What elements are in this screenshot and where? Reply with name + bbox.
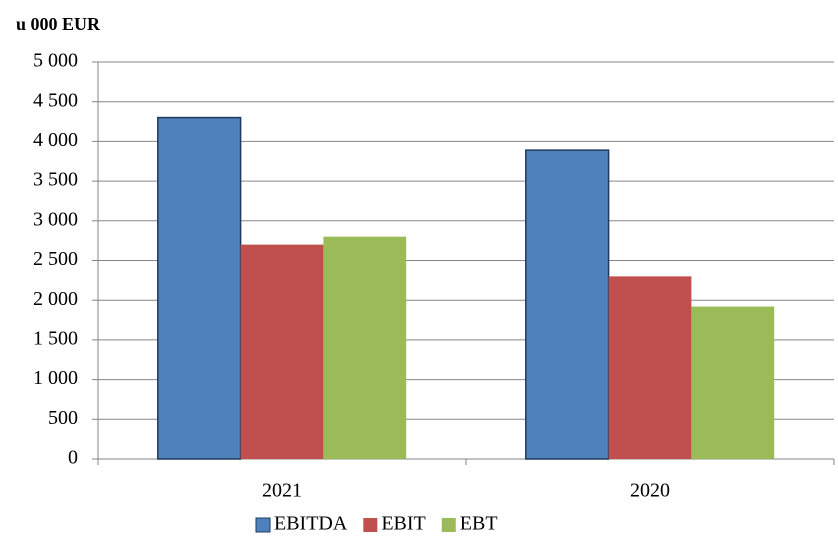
y-tick-label: 500 bbox=[48, 407, 78, 429]
y-tick-label: 5 000 bbox=[33, 50, 78, 72]
legend-label: EBT bbox=[460, 513, 498, 535]
legend-swatch bbox=[441, 518, 456, 532]
x-tick-label: 2020 bbox=[630, 480, 670, 502]
y-tick-label: 3 000 bbox=[33, 208, 78, 230]
bar bbox=[323, 236, 407, 459]
bar bbox=[691, 306, 775, 459]
y-tick-label: 1 500 bbox=[33, 327, 78, 349]
bar bbox=[608, 276, 692, 459]
x-tick-label: 2021 bbox=[262, 480, 302, 502]
legend-label: EBITDA bbox=[274, 513, 348, 535]
bar bbox=[157, 116, 242, 460]
legend-swatch bbox=[363, 518, 378, 532]
y-tick-label: 0 bbox=[68, 447, 78, 469]
legend-swatch bbox=[255, 517, 271, 533]
bar bbox=[240, 244, 324, 459]
y-tick-label: 4 500 bbox=[33, 89, 78, 111]
chart-title: u 000 EUR bbox=[16, 14, 101, 34]
y-tick-label: 1 000 bbox=[33, 367, 78, 389]
y-tick-label: 2 000 bbox=[33, 288, 78, 310]
y-tick-label: 4 000 bbox=[33, 129, 78, 151]
legend-label: EBIT bbox=[381, 513, 425, 535]
y-tick-label: 2 500 bbox=[33, 248, 78, 270]
y-tick-label: 3 500 bbox=[33, 169, 78, 191]
bar bbox=[525, 149, 610, 460]
